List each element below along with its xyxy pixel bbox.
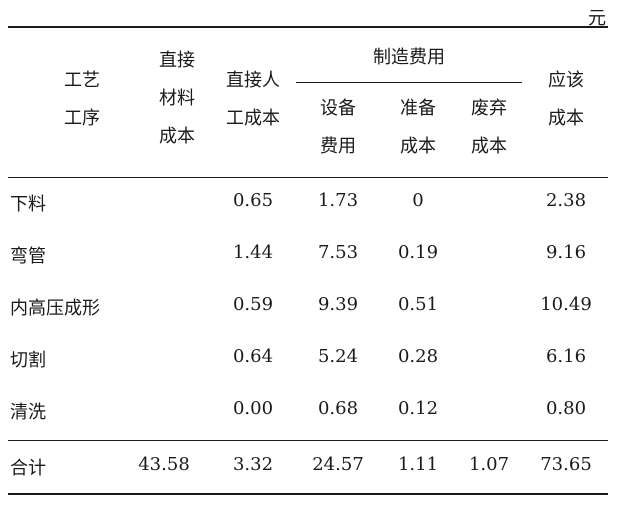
cell-labor: 0.64 — [232, 346, 274, 367]
cell-process: 清洗 — [10, 402, 46, 423]
cell-prep: 1.11 — [397, 454, 439, 475]
cell-labor: 0.00 — [232, 398, 274, 419]
header-direct-material: 直接 材料 成本 — [159, 50, 195, 147]
cell-total: 10.49 — [540, 294, 592, 315]
manufacturing-underline — [296, 82, 522, 83]
cell-scrap: 1.07 — [468, 454, 510, 475]
cell-prep: 0.28 — [397, 346, 439, 367]
cell-process: 下料 — [10, 194, 46, 215]
header-scrap: 废弃 成本 — [471, 98, 507, 157]
sum-rule — [8, 440, 608, 441]
header-process: 工艺 工序 — [64, 70, 100, 129]
top-rule — [8, 26, 608, 28]
cell-process: 弯管 — [10, 246, 46, 267]
cell-labor: 0.59 — [232, 294, 274, 315]
cell-process: 合计 — [10, 458, 46, 479]
cell-equipment: 1.73 — [317, 190, 359, 211]
header-equipment: 设备 费用 — [320, 98, 356, 157]
cell-prep: 0.51 — [397, 294, 439, 315]
cell-equipment: 24.57 — [312, 454, 364, 475]
header-total-cost: 应该 成本 — [548, 70, 584, 129]
cell-total: 6.16 — [545, 346, 587, 367]
bottom-rule — [8, 493, 608, 495]
unit-label: 元 — [588, 8, 606, 29]
header-preparation: 准备 成本 — [400, 98, 436, 157]
cell-prep: 0 — [412, 190, 424, 211]
cell-process: 切割 — [10, 350, 46, 371]
cell-total: 9.16 — [545, 242, 587, 263]
cell-labor: 0.65 — [232, 190, 274, 211]
cell-total: 0.80 — [545, 398, 587, 419]
cell-material: 43.58 — [138, 454, 190, 475]
cell-equipment: 5.24 — [317, 346, 359, 367]
header-manufacturing: 制造费用 — [373, 47, 445, 68]
cell-equipment: 9.39 — [317, 294, 359, 315]
header-direct-labor: 直接人 工成本 — [226, 70, 280, 129]
cell-total: 2.38 — [545, 190, 587, 211]
cell-equipment: 7.53 — [317, 242, 359, 263]
cell-equipment: 0.68 — [317, 398, 359, 419]
cell-prep: 0.19 — [397, 242, 439, 263]
cell-labor: 1.44 — [232, 242, 274, 263]
cell-labor: 3.32 — [232, 454, 274, 475]
header-rule — [8, 177, 608, 178]
cell-prep: 0.12 — [397, 398, 439, 419]
cell-total: 73.65 — [540, 454, 592, 475]
cell-process: 内高压成形 — [10, 298, 100, 319]
